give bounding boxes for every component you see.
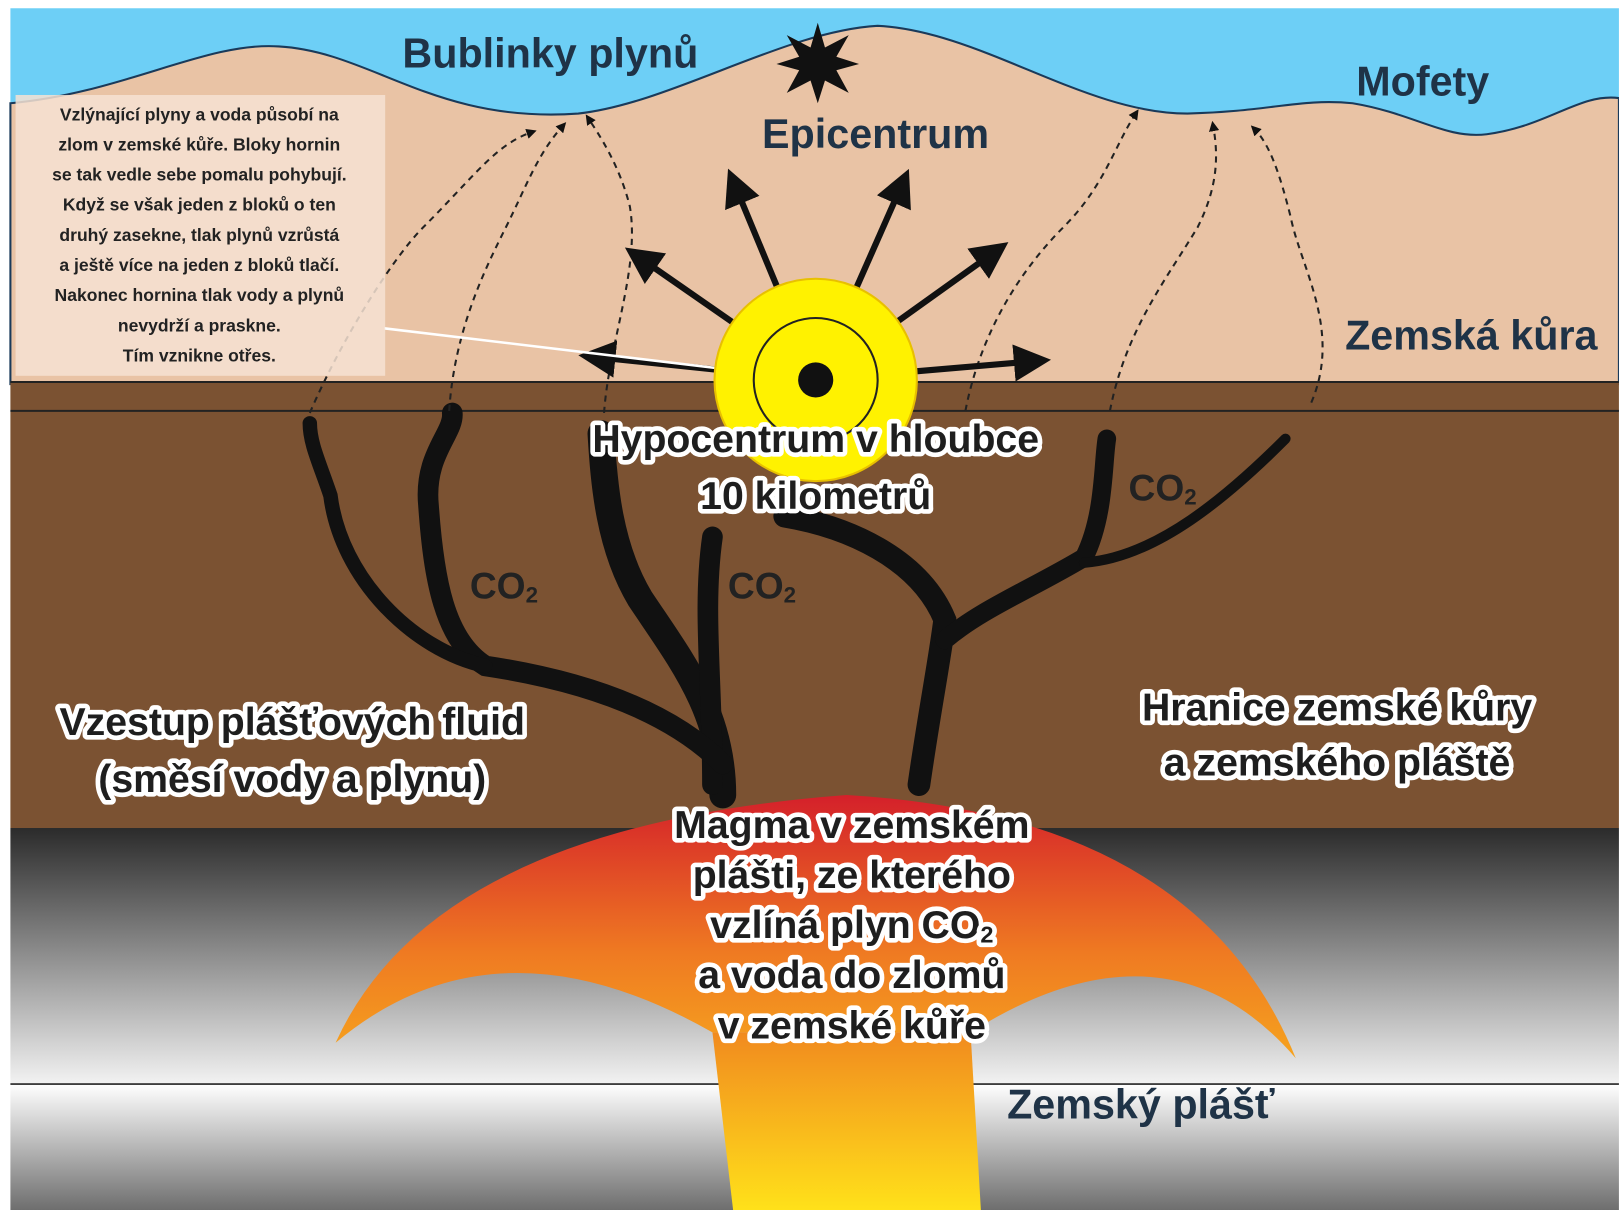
crust-label: Zemská kůra: [1345, 313, 1598, 359]
magma-label: Magma v zemském: [674, 803, 1029, 847]
hypocenter-label: 10 kilometrů: [700, 474, 931, 518]
bubbles-label: Bublinky plynů: [402, 31, 698, 77]
diagram: Vzlýnající plyny a voda působí na zlom v …: [0, 0, 1619, 1210]
magma-label: plášti, ze kterého: [693, 853, 1011, 897]
boundary-label: a zemského pláště: [1164, 740, 1511, 784]
note-line: Nakonec hornina tlak vody a plynů: [55, 285, 345, 305]
co2-label-text: CO: [728, 564, 784, 606]
note-line: se tak vedle sebe pomalu pohybují.: [52, 165, 346, 185]
co2-label-sub: 2: [526, 583, 538, 608]
note-line: Když se však jeden z bloků o ten: [63, 195, 336, 215]
note-line: Vzlýnající plyny a voda působí na: [60, 104, 339, 124]
hypocenter-label: Hypocentrum v hloubce: [592, 417, 1039, 461]
fluids-label: Vzestup plášťových fluid: [59, 700, 525, 744]
magma-label-text: a voda do zlomů: [698, 954, 1005, 998]
note-line: nevydrží a praskne.: [118, 315, 281, 335]
page: Zemětřesení {"labels": {"bubbles": "Bubl…: [0, 0, 1619, 1210]
boundary-label: Hranice zemské kůry: [1142, 686, 1532, 730]
fluids-label: (směsí vody a plynu): [98, 757, 486, 801]
note-line: zlom v zemské kůře. Bloky hornin: [58, 134, 340, 154]
epicenter-label: Epicentrum: [762, 111, 989, 157]
co2-label-sub: 2: [784, 583, 796, 608]
mofety-label: Mofety: [1356, 59, 1489, 105]
mantle-label: Zemský plášť: [1007, 1082, 1275, 1128]
magma-label-text: v zemské kůře: [718, 1004, 986, 1048]
magma-label-text: plášti, ze kterého: [693, 853, 1011, 897]
note-line: Tím vznikne otřes.: [123, 345, 276, 365]
magma-label: v zemské kůře: [718, 1004, 986, 1048]
co2-label-sub: 2: [1184, 485, 1196, 510]
magma-label-sub: 2: [980, 922, 993, 948]
note-line: druhý zasekne, tlak plynů vzrůstá: [59, 225, 339, 245]
co2-label-text: CO: [1129, 466, 1185, 508]
magma-label: a voda do zlomů: [698, 954, 1005, 998]
body: Vzlýnající plyny a voda působí na zlom v …: [0, 0, 1619, 1210]
magma-label: vzlíná plyn CO2: [710, 904, 993, 948]
co2-label-text: CO: [470, 564, 526, 606]
magma-label-text: Magma v zemském: [674, 803, 1029, 847]
magma-label-text: vzlíná plyn CO: [710, 904, 980, 948]
note-line: a ještě více na jeden z bloků tlačí.: [59, 255, 339, 275]
